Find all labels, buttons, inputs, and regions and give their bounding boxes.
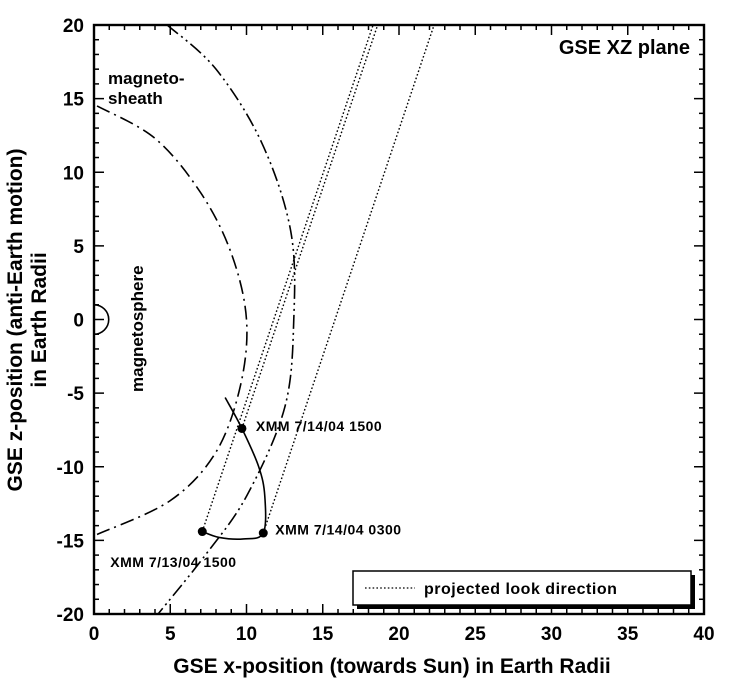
marker-label: XMM 7/13/04 1500 [110, 554, 236, 570]
series-projected-look-direction-3 [241, 24, 379, 429]
x-tick-label: 40 [693, 624, 714, 645]
marker-label: XMM 7/14/04 0300 [275, 522, 401, 538]
earth-glyph [93, 303, 110, 336]
tick-labels: 0 5 10 15 20 25 30 35 40 20 15 10 5 0 -5 -10 -15 -20 [57, 16, 715, 645]
series-magnetopause-0 [96, 105, 248, 536]
y-axis-title-line1: GSE z-position (anti-Earth motion) [4, 149, 27, 492]
y-tick-label: 15 [63, 90, 85, 111]
series-projected-look-direction-2 [201, 24, 374, 532]
legend: projected look direction [352, 570, 695, 609]
marker-point [258, 528, 268, 538]
y-tick-label: 20 [63, 16, 84, 37]
region-label-magnetosphere: magnetosphere [128, 265, 147, 392]
earth-icon [93, 303, 110, 336]
x-tick-label: 35 [617, 624, 639, 645]
x-tick-label: 30 [541, 624, 562, 645]
y-tick-label: -20 [57, 605, 84, 626]
chart-title: GSE XZ plane [559, 37, 690, 59]
series-bow-shock-1 [157, 24, 296, 615]
y-tick-label: -15 [57, 531, 85, 552]
legend-box [352, 570, 692, 606]
y-tick-label: -10 [57, 458, 84, 479]
marker-layer: XMM 7/14/04 1500 XMM 7/14/04 0300 XMM 7/13… [110, 418, 401, 570]
x-tick-label: 25 [465, 624, 487, 645]
marker-point [197, 527, 207, 537]
marker-label: XMM 7/14/04 1500 [256, 418, 382, 434]
y-tick-label: 5 [73, 237, 84, 258]
x-axis-title: GSE x-position (towards Sun) in Earth Ra… [173, 655, 611, 678]
region-label-magnetosheath-2: sheath [108, 89, 163, 108]
x-tick-label: 10 [236, 624, 257, 645]
legend-label: projected look direction [424, 581, 617, 598]
marker-point [237, 423, 247, 433]
x-tick-label: 5 [165, 624, 176, 645]
x-tick-label: 0 [89, 624, 100, 645]
x-tick-label: 20 [388, 624, 409, 645]
y-tick-label: 10 [63, 163, 84, 184]
x-tick-label: 15 [312, 624, 334, 645]
y-tick-label: 0 [73, 311, 84, 332]
y-tick-label: -5 [67, 384, 84, 405]
region-label-magnetosheath-1: magneto- [108, 69, 185, 88]
y-axis-title-line2: in Earth Radii [28, 252, 51, 387]
series-projected-look-direction-4 [262, 24, 435, 534]
